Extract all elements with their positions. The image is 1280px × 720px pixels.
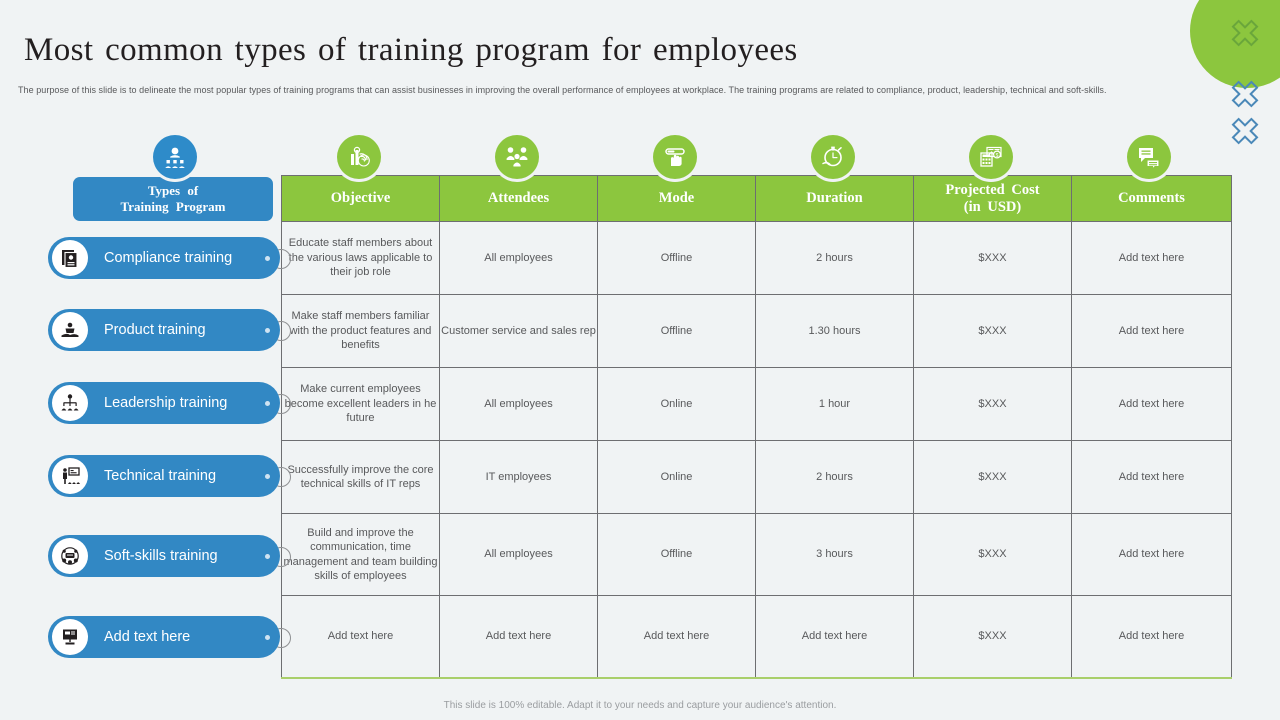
cell-attendees: All employees bbox=[439, 367, 598, 441]
column-header-objective: Objective bbox=[281, 175, 440, 222]
header-sublabel: (in USD) bbox=[963, 198, 1022, 215]
column-header-projected-cost: Projected Cost (in USD) bbox=[913, 175, 1072, 222]
cell-mode: Online bbox=[597, 367, 756, 441]
pill-dot-icon bbox=[265, 553, 270, 559]
people-group-icon bbox=[153, 135, 197, 179]
slide-footer-note: This slide is 100% editable. Adapt it to… bbox=[443, 700, 837, 711]
heading-line-1: Types of bbox=[147, 183, 199, 198]
cell-attendees: Add text here bbox=[439, 595, 598, 679]
cell-cost: $XXX bbox=[913, 367, 1072, 441]
cell-duration: 2 hours bbox=[755, 440, 914, 514]
column-header-mode: Mode bbox=[597, 175, 756, 222]
cell-duration: 3 hours bbox=[755, 513, 914, 596]
presenter-board-icon bbox=[52, 458, 88, 494]
table-row: Successfully improve the core technical … bbox=[281, 440, 1232, 514]
svg-text:$: $ bbox=[996, 153, 999, 159]
cell-duration: 1 hour bbox=[755, 367, 914, 441]
sidebar-item-label: Add text here bbox=[104, 629, 191, 645]
cell-mode: Offline bbox=[597, 294, 756, 368]
sidebar-item-label: Technical training bbox=[104, 468, 217, 484]
cell-objective: Build and improve the communication, tim… bbox=[281, 513, 440, 596]
cell-mode: Offline bbox=[597, 221, 756, 295]
table-row: Make current employees become excellent … bbox=[281, 367, 1232, 441]
calculator-chart-icon: $ bbox=[969, 135, 1013, 179]
table-row: Build and improve the communication, tim… bbox=[281, 513, 1232, 596]
cell-comments: Add text here bbox=[1071, 595, 1232, 679]
cell-cost: $XXX bbox=[913, 294, 1072, 368]
stopwatch-icon bbox=[811, 135, 855, 179]
cell-attendees: IT employees bbox=[439, 440, 598, 514]
cell-cost: $XXX bbox=[913, 440, 1072, 514]
cross-decoration-icon bbox=[1230, 116, 1260, 146]
cell-attendees: All employees bbox=[439, 513, 598, 596]
cell-objective: Educate staff members about the various … bbox=[281, 221, 440, 295]
pill-dot-icon bbox=[265, 255, 270, 261]
header-label: Objective bbox=[330, 190, 391, 206]
sidebar-item-product-training[interactable]: Product training bbox=[48, 309, 280, 351]
pill-dot-icon bbox=[265, 400, 270, 406]
training-program-table: Objective Attendees Mode Duration Projec… bbox=[281, 175, 1232, 679]
pill-dot-icon bbox=[265, 473, 270, 479]
sidebar-item-soft-skills-training[interactable]: Soft-skills training bbox=[48, 535, 280, 577]
sidebar-item-technical-training[interactable]: Technical training bbox=[48, 455, 280, 497]
column-header-comments: Comments bbox=[1071, 175, 1232, 222]
product-hand-icon bbox=[52, 312, 88, 348]
sidebar-item-leadership-training[interactable]: Leadership training bbox=[48, 382, 280, 424]
comment-lines-icon bbox=[1127, 135, 1171, 179]
cell-mode: Add text here bbox=[597, 595, 756, 679]
network-people-icon bbox=[52, 538, 88, 574]
page-title: Most common types of training program fo… bbox=[24, 32, 798, 68]
heading-line-2: Training Program bbox=[120, 199, 226, 214]
document-stack-icon bbox=[52, 240, 88, 276]
column-header-duration: Duration bbox=[755, 175, 914, 222]
header-label: Duration bbox=[806, 190, 863, 206]
cross-decoration-icon bbox=[1230, 79, 1260, 109]
cell-comments: Add text here bbox=[1071, 367, 1232, 441]
pill-dot-icon bbox=[265, 634, 270, 640]
table-row: Make staff members familiar with the pro… bbox=[281, 294, 1232, 368]
cell-objective: Make current employees become excellent … bbox=[281, 367, 440, 441]
cell-attendees: All employees bbox=[439, 221, 598, 295]
cell-cost: $XXX bbox=[913, 595, 1072, 679]
group-people-icon bbox=[495, 135, 539, 179]
header-label: Projected Cost bbox=[945, 181, 1040, 198]
cell-duration: 2 hours bbox=[755, 221, 914, 295]
cell-attendees: Customer service and sales rep bbox=[439, 294, 598, 368]
cell-comments: Add text here bbox=[1071, 513, 1232, 596]
cell-comments: Add text here bbox=[1071, 221, 1232, 295]
cell-objective: Make staff members familiar with the pro… bbox=[281, 294, 440, 368]
sidebar-item-label: Compliance training bbox=[104, 250, 233, 266]
screen-share-icon bbox=[52, 619, 88, 655]
sidebar-item-label: Product training bbox=[104, 322, 206, 338]
cell-comments: Add text here bbox=[1071, 294, 1232, 368]
cell-objective: Successfully improve the core technical … bbox=[281, 440, 440, 514]
header-label: Mode bbox=[658, 190, 695, 206]
column-header-attendees: Attendees bbox=[439, 175, 598, 222]
header-label: Comments bbox=[1118, 190, 1185, 206]
cell-mode: Online bbox=[597, 440, 756, 514]
pill-dot-icon bbox=[265, 327, 270, 333]
cross-decoration-icon bbox=[1230, 18, 1260, 48]
types-of-training-program-heading: Types of Training Program bbox=[73, 177, 273, 221]
cell-cost: $XXX bbox=[913, 221, 1072, 295]
cell-cost: $XXX bbox=[913, 513, 1072, 596]
cell-objective: Add text here bbox=[281, 595, 440, 679]
hierarchy-icon bbox=[52, 385, 88, 421]
cell-comments: Add text here bbox=[1071, 440, 1232, 514]
table-row: Add text here Add text here Add text her… bbox=[281, 595, 1232, 679]
fingerprint-chart-icon bbox=[337, 135, 381, 179]
cell-duration: 1.30 hours bbox=[755, 294, 914, 368]
header-label: Attendees bbox=[487, 190, 550, 206]
sidebar-item-label: Leadership training bbox=[104, 395, 228, 411]
hand-slider-icon bbox=[653, 135, 697, 179]
cell-mode: Offline bbox=[597, 513, 756, 596]
sidebar-item-label: Soft-skills training bbox=[104, 548, 218, 564]
page-subtitle: The purpose of this slide is to delineat… bbox=[18, 85, 1107, 95]
cell-duration: Add text here bbox=[755, 595, 914, 679]
sidebar-item-add-text-here[interactable]: Add text here bbox=[48, 616, 280, 658]
table-row: Educate staff members about the various … bbox=[281, 221, 1232, 295]
sidebar-item-compliance-training[interactable]: Compliance training bbox=[48, 237, 280, 279]
table-header-row: Objective Attendees Mode Duration Projec… bbox=[281, 175, 1232, 222]
